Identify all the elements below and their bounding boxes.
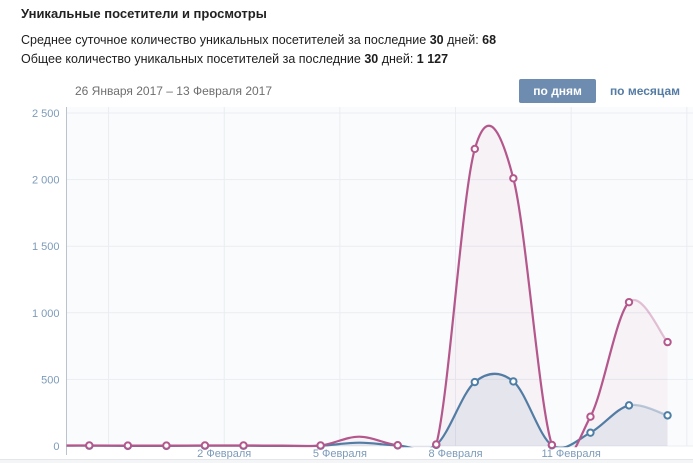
data-point-views[interactable] bbox=[586, 412, 595, 421]
x-axis-tick-label: 2 Февраля bbox=[197, 448, 251, 460]
stat-text: дней: bbox=[443, 33, 483, 47]
data-point-visitors[interactable] bbox=[586, 428, 595, 437]
stat-total-visitors: Общее количество уникальных посетителей … bbox=[21, 50, 496, 69]
data-point-views[interactable] bbox=[85, 441, 94, 450]
data-point-views[interactable] bbox=[239, 441, 248, 450]
data-point-views[interactable] bbox=[547, 440, 557, 450]
data-point-views[interactable] bbox=[200, 441, 210, 450]
data-point-visitors[interactable] bbox=[624, 401, 634, 410]
next-section-divider bbox=[0, 459, 693, 463]
x-axis-tick-label: 11 Февраля bbox=[541, 448, 600, 460]
date-range-label: 26 Января 2017 – 13 Февраля 2017 bbox=[75, 84, 273, 98]
y-axis-tick-label: 2 500 bbox=[32, 108, 60, 120]
summary-stats: Среднее суточное количество уникальных п… bbox=[21, 31, 496, 69]
y-axis-tick-label: 500 bbox=[41, 374, 59, 386]
stat-days-count: 30 bbox=[364, 52, 379, 66]
stat-days-count: 30 bbox=[429, 33, 444, 47]
data-point-views[interactable] bbox=[663, 337, 672, 347]
y-axis-tick-label: 1 500 bbox=[32, 241, 60, 253]
plot-area bbox=[66, 107, 693, 446]
stat-text: Среднее суточное количество уникальных п… bbox=[21, 33, 430, 47]
stat-average-daily-visitors: Среднее суточное количество уникальных п… bbox=[21, 31, 496, 50]
data-point-views[interactable] bbox=[624, 297, 634, 307]
x-axis-tick-label: 8 Февраля bbox=[428, 448, 482, 460]
data-point-views[interactable] bbox=[393, 441, 402, 450]
by-days-button[interactable]: по дням bbox=[519, 79, 596, 103]
chart-canvas: 0 500 1 000 1 500 2 000 2 500 2 Февраля 5 Февра… bbox=[32, 107, 693, 460]
y-axis-tick-label: 1 000 bbox=[32, 308, 60, 320]
stat-value: 1 127 bbox=[416, 52, 449, 66]
y-axis-tick-label: 2 000 bbox=[32, 175, 60, 187]
area-fill-views bbox=[66, 125, 668, 448]
stat-value: 68 bbox=[482, 33, 497, 47]
by-months-button[interactable]: по месяцам bbox=[602, 79, 688, 103]
data-point-views[interactable] bbox=[509, 174, 518, 183]
visitors-views-chart: 0 500 1 000 1 500 2 000 2 500 2 Февраля 5 Февра… bbox=[0, 103, 693, 463]
data-point-views[interactable] bbox=[162, 441, 171, 450]
data-point-views[interactable] bbox=[123, 441, 133, 450]
data-point-visitors[interactable] bbox=[663, 411, 672, 420]
data-point-visitors[interactable] bbox=[470, 377, 479, 387]
y-axis-tick-label: 0 bbox=[53, 441, 59, 453]
period-toggle: по дням по месяцам bbox=[519, 79, 688, 103]
x-axis-tick-label: 5 Февраля bbox=[313, 448, 367, 460]
stat-text: Общее количество уникальных посетителей … bbox=[21, 52, 365, 66]
data-point-views[interactable] bbox=[432, 440, 441, 449]
data-point-visitors[interactable] bbox=[509, 377, 518, 386]
stat-text: дней: bbox=[378, 52, 417, 66]
chart-header: 26 Января 2017 – 13 Февраля 2017 по дням… bbox=[75, 78, 688, 104]
page-title: Уникальные посетители и просмотры bbox=[21, 6, 267, 21]
data-point-views[interactable] bbox=[316, 441, 325, 450]
area-fill-visitors bbox=[66, 373, 668, 448]
data-point-views[interactable] bbox=[470, 144, 479, 154]
